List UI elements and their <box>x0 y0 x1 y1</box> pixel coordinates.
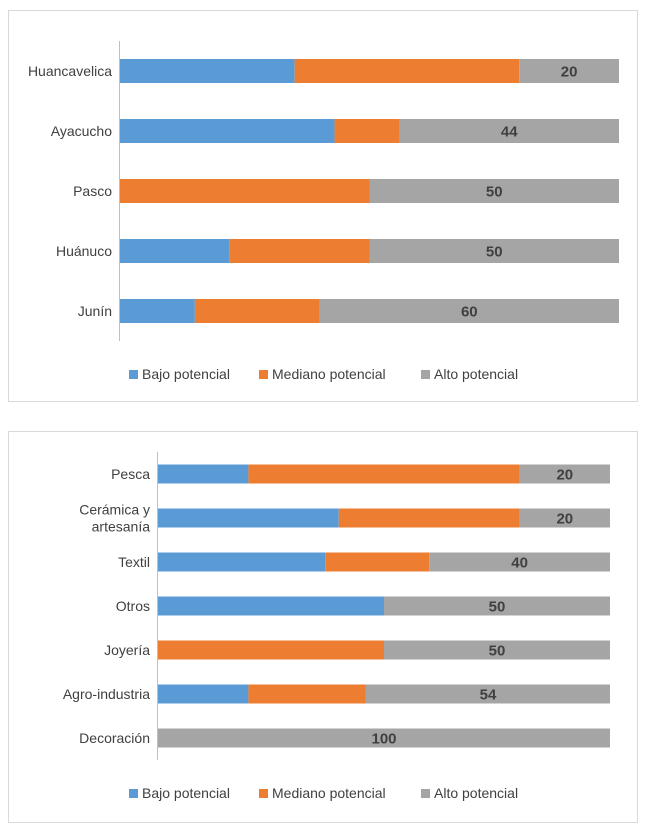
bar-alto-potencial-huanuco <box>369 239 619 263</box>
bar-mediano-potencial-pesca <box>248 464 520 484</box>
bar-mediano-potencial-ceramica-y-artesania <box>338 508 520 528</box>
bar-mediano-potencial-textil <box>325 552 430 572</box>
bar-bajo-potencial-huancavelica <box>120 59 295 83</box>
bar-bajo-potencial-textil <box>158 552 326 572</box>
data-label-textil: 40 <box>511 555 528 572</box>
bar-alto-potencial-joyeria <box>384 640 610 660</box>
category-label-pesca: Pesca <box>111 466 150 482</box>
category-label-ayacucho: Ayacucho <box>51 123 112 139</box>
chart-panel-regions: 20 Huancavelica 44 Ayacucho 50 Pasco 50 Huánuco… <box>8 10 638 402</box>
legend-swatch-alto-potencial <box>421 370 430 379</box>
bar-mediano-potencial-junin <box>194 299 320 323</box>
category-label-decoracion: Decoración <box>79 730 150 746</box>
bar-alto-potencial-pasco <box>369 179 619 203</box>
data-label-joyeria: 50 <box>489 643 506 660</box>
category-label-otros: Otros <box>116 598 150 614</box>
bar-mediano-potencial-agro-industria <box>248 684 366 704</box>
bar-bajo-potencial-junin <box>120 299 195 323</box>
bar-bajo-potencial-otros <box>158 596 384 616</box>
category-label-huanuco: Huánuco <box>56 243 112 259</box>
data-label-agro-industria: 54 <box>480 687 497 704</box>
category-label-ceramica-y-artesania: Cerámica y artesanía <box>79 502 150 535</box>
legend-swatch-bajo-potencial <box>129 370 138 379</box>
data-label-ceramica-y-artesania: 20 <box>556 511 573 528</box>
bar-bajo-potencial-pesca <box>158 464 249 484</box>
bar-bajo-potencial-ceramica-y-artesania <box>158 508 339 528</box>
chart-panel-sectors: 20 Pesca 20 Cerámica y artesanía 40 Textil 50 Ot… <box>8 431 638 823</box>
bar-mediano-potencial-pasco <box>120 179 370 203</box>
legend-label-bajo-potencial: Bajo potencial <box>142 366 230 382</box>
bar-alto-potencial-ayacucho <box>399 119 619 143</box>
bar-alto-potencial-pesca <box>519 464 610 484</box>
category-label-junin: Junín <box>78 303 112 319</box>
legend-swatch-mediano-potencial <box>259 370 268 379</box>
bar-alto-potencial-textil <box>429 552 610 572</box>
bar-alto-potencial-ceramica-y-artesania <box>519 508 610 528</box>
data-label-junin: 60 <box>461 304 478 321</box>
legend-swatch-alto-potencial <box>421 789 430 798</box>
bar-mediano-potencial-joyeria <box>158 640 384 660</box>
data-label-ayacucho: 44 <box>501 124 518 141</box>
bar-alto-potencial-agro-industria <box>365 684 610 704</box>
data-label-pasco: 50 <box>486 184 503 201</box>
data-label-huancavelica: 20 <box>561 64 578 81</box>
chart-regions-svg: 20 Huancavelica 44 Ayacucho 50 Pasco 50 Huánuco… <box>28 41 619 382</box>
data-label-otros: 50 <box>489 599 506 616</box>
legend-label-mediano-potencial: Mediano potencial <box>272 366 386 382</box>
legend-label-alto-potencial: Alto potencial <box>434 785 518 801</box>
bar-alto-potencial-huancavelica <box>519 59 619 83</box>
bar-alto-potencial-junin <box>319 299 619 323</box>
bar-mediano-potencial-huanuco <box>229 239 370 263</box>
legend-label-alto-potencial: Alto potencial <box>434 366 518 382</box>
bar-mediano-potencial-huancavelica <box>294 59 520 83</box>
legend-swatch-mediano-potencial <box>259 789 268 798</box>
bar-bajo-potencial-agro-industria <box>158 684 249 704</box>
bar-bajo-potencial-huanuco <box>120 239 230 263</box>
category-label-huancavelica: Huancavelica <box>28 63 112 79</box>
bar-mediano-potencial-ayacucho <box>334 119 400 143</box>
chart-sectors-svg: 20 Pesca 20 Cerámica y artesanía 40 Textil 50 Ot… <box>63 452 610 801</box>
bar-alto-potencial-otros <box>384 596 610 616</box>
bar-bajo-potencial-ayacucho <box>120 119 335 143</box>
legend-label-bajo-potencial: Bajo potencial <box>142 785 230 801</box>
category-label-pasco: Pasco <box>73 183 112 199</box>
category-label-agro-industria: Agro-industria <box>63 686 150 702</box>
category-label-joyeria: Joyería <box>104 642 150 658</box>
data-label-decoracion: 100 <box>371 731 396 748</box>
legend-label-mediano-potencial: Mediano potencial <box>272 785 386 801</box>
data-label-pesca: 20 <box>556 467 573 484</box>
data-label-huanuco: 50 <box>486 244 503 261</box>
legend-swatch-bajo-potencial <box>129 789 138 798</box>
category-label-textil: Textil <box>118 554 150 570</box>
bar-alto-potencial-decoracion <box>158 728 610 748</box>
